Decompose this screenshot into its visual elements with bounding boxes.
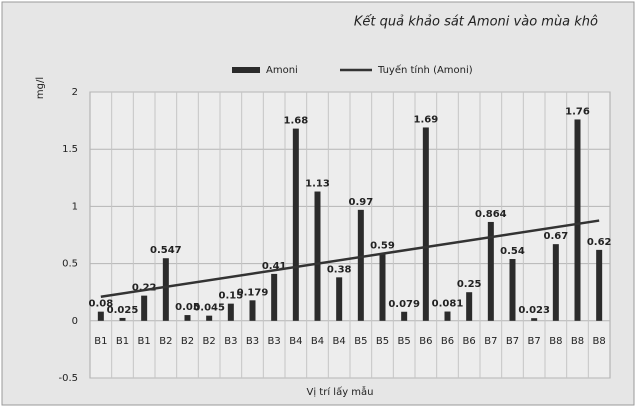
x-tick-label: B3 — [268, 336, 281, 347]
value-label: 0.864 — [475, 209, 507, 220]
value-label: 1.13 — [305, 179, 330, 190]
legend-label: Tuyến tính (Amoni) — [377, 64, 473, 76]
x-axis-label: Vị trí lấy mẫu — [307, 385, 374, 398]
x-tick-label: B3 — [246, 336, 259, 347]
value-label: 0.67 — [543, 231, 568, 242]
value-label: 0.22 — [132, 283, 157, 294]
x-tick-label: B3 — [224, 336, 237, 347]
bar — [487, 221, 494, 321]
x-tick-label: B8 — [571, 336, 584, 347]
y-tick-label: -0.5 — [58, 373, 78, 384]
legend-label: Amoni — [266, 65, 298, 76]
x-tick-label: B5 — [398, 336, 411, 347]
y-axis-label: mg/l — [35, 77, 46, 99]
x-tick-label: B8 — [549, 336, 562, 347]
bar — [509, 259, 516, 321]
x-tick-label: B5 — [376, 336, 389, 347]
value-label: 0.25 — [457, 279, 482, 290]
value-label: 0.15 — [218, 291, 243, 302]
bar — [444, 311, 451, 321]
x-tick-label: B6 — [463, 336, 476, 347]
x-tick-label: B4 — [289, 336, 302, 347]
bar — [97, 311, 104, 321]
legend-swatch — [232, 67, 260, 73]
value-label: 1.68 — [283, 116, 308, 127]
value-label: 0.38 — [327, 264, 352, 275]
value-label: 0.045 — [193, 303, 225, 314]
value-label: 0.62 — [587, 237, 612, 248]
value-label: 0.023 — [518, 305, 550, 316]
bar — [596, 249, 603, 321]
x-tick-label: B6 — [419, 336, 432, 347]
bar — [552, 244, 559, 321]
x-tick-label: B5 — [354, 336, 367, 347]
value-label: 0.025 — [107, 305, 139, 316]
x-tick-label: B1 — [138, 336, 151, 347]
bar — [466, 292, 473, 321]
value-label: 1.76 — [565, 106, 590, 117]
y-tick-label: 2 — [72, 87, 78, 98]
y-tick-label: 1 — [72, 201, 78, 212]
value-label: 0.05 — [175, 302, 200, 313]
bar — [206, 315, 213, 321]
bar — [357, 209, 364, 321]
bar — [119, 317, 126, 321]
bar — [531, 318, 538, 321]
value-label: 0.59 — [370, 240, 395, 251]
x-tick-label: B4 — [333, 336, 346, 347]
bar — [249, 300, 256, 321]
bar — [401, 311, 408, 321]
y-tick-label: 0 — [72, 316, 78, 327]
value-label: 0.547 — [150, 245, 182, 256]
x-tick-label: B1 — [94, 336, 107, 347]
x-tick-label: B7 — [484, 336, 497, 347]
x-tick-label: B2 — [203, 336, 216, 347]
bar — [336, 277, 343, 321]
value-label: 0.08 — [88, 299, 113, 310]
bar — [314, 191, 321, 321]
bar — [422, 127, 429, 321]
x-tick-label: B2 — [181, 336, 194, 347]
bar — [574, 119, 581, 321]
x-tick-label: B7 — [506, 336, 519, 347]
value-label: 0.081 — [432, 299, 464, 310]
x-tick-label: B7 — [528, 336, 541, 347]
bar — [141, 295, 148, 321]
trend-line — [100, 219, 600, 299]
y-tick-label: 1.5 — [62, 144, 78, 155]
value-label: 0.54 — [500, 246, 525, 257]
x-tick-label: B8 — [593, 336, 606, 347]
x-tick-label: B2 — [159, 336, 172, 347]
value-label: 0.079 — [388, 299, 420, 310]
bar — [292, 128, 299, 321]
x-tick-label: B6 — [441, 336, 454, 347]
y-tick-label: 0.5 — [62, 259, 78, 270]
value-label: 0.97 — [348, 197, 373, 208]
value-label: 1.69 — [413, 114, 438, 125]
value-label: 0.179 — [237, 287, 269, 298]
bar — [184, 315, 191, 321]
x-tick-label: B1 — [116, 336, 129, 347]
chart-title: Kết quả khảo sát Amoni vào mùa khô — [354, 15, 598, 30]
x-tick-label: B4 — [311, 336, 324, 347]
bar — [379, 253, 386, 321]
value-label: 0.41 — [262, 261, 287, 272]
bar — [271, 273, 278, 321]
bar — [227, 303, 234, 321]
bar — [162, 258, 169, 321]
